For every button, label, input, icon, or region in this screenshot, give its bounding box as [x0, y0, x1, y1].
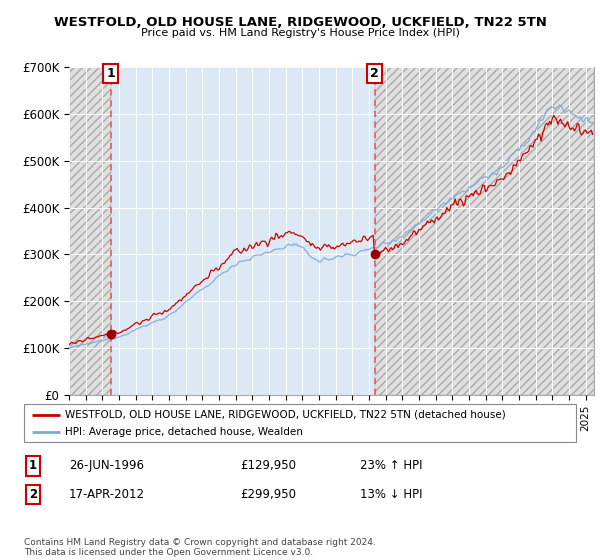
Text: 17-APR-2012: 17-APR-2012	[69, 488, 145, 501]
Text: 23% ↑ HPI: 23% ↑ HPI	[360, 459, 422, 473]
Text: 13% ↓ HPI: 13% ↓ HPI	[360, 488, 422, 501]
Text: Contains HM Land Registry data © Crown copyright and database right 2024.
This d: Contains HM Land Registry data © Crown c…	[24, 538, 376, 557]
Text: 2: 2	[29, 488, 37, 501]
Text: £129,950: £129,950	[240, 459, 296, 473]
Bar	[69, 67, 110, 395]
Text: 1: 1	[106, 67, 115, 80]
Bar	[69, 67, 110, 395]
Text: £299,950: £299,950	[240, 488, 296, 501]
FancyBboxPatch shape	[24, 404, 576, 442]
Text: HPI: Average price, detached house, Wealden: HPI: Average price, detached house, Weal…	[65, 427, 303, 437]
Text: 2: 2	[370, 67, 379, 80]
Text: WESTFOLD, OLD HOUSE LANE, RIDGEWOOD, UCKFIELD, TN22 5TN: WESTFOLD, OLD HOUSE LANE, RIDGEWOOD, UCK…	[53, 16, 547, 29]
Bar	[374, 67, 594, 395]
Text: Price paid vs. HM Land Registry's House Price Index (HPI): Price paid vs. HM Land Registry's House …	[140, 28, 460, 38]
Text: 1: 1	[29, 459, 37, 473]
Text: 26-JUN-1996: 26-JUN-1996	[69, 459, 144, 473]
Text: WESTFOLD, OLD HOUSE LANE, RIDGEWOOD, UCKFIELD, TN22 5TN (detached house): WESTFOLD, OLD HOUSE LANE, RIDGEWOOD, UCK…	[65, 409, 506, 419]
